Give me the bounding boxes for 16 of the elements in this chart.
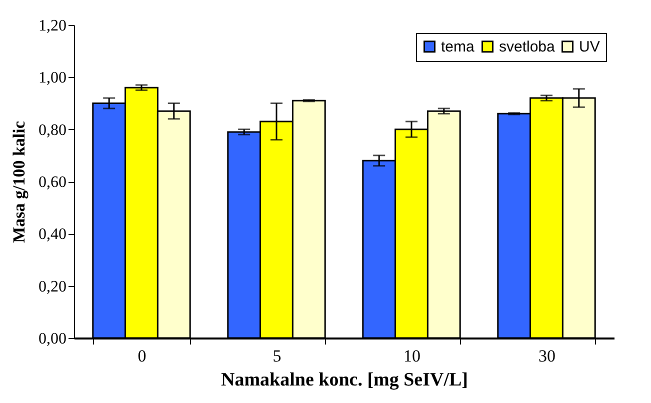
x-tick-label: 5	[272, 346, 282, 366]
x-tick-label: 30	[538, 346, 556, 366]
y-tick-label: 1,00	[38, 70, 66, 87]
y-tick-label: 0,20	[38, 278, 66, 296]
y-tick-label: 0,80	[38, 122, 66, 139]
legend-label: UV	[579, 38, 600, 56]
x-axis-title: Namakalne konc. [mg SeIV/L]	[220, 370, 468, 390]
x-tick-label: 0	[138, 346, 146, 366]
x-tick-label: 10	[404, 346, 420, 366]
y-tick-label: 0,40	[38, 226, 66, 244]
y-tick-label: 0,00	[38, 330, 66, 348]
y-tick-label: 1,20	[38, 18, 66, 34]
legend-label: svetloba	[499, 38, 556, 56]
legend-label: tema	[441, 38, 476, 56]
y-axis-title: Masa g/100 kalic	[10, 120, 28, 243]
y-tick-label: 0,60	[38, 174, 66, 191]
